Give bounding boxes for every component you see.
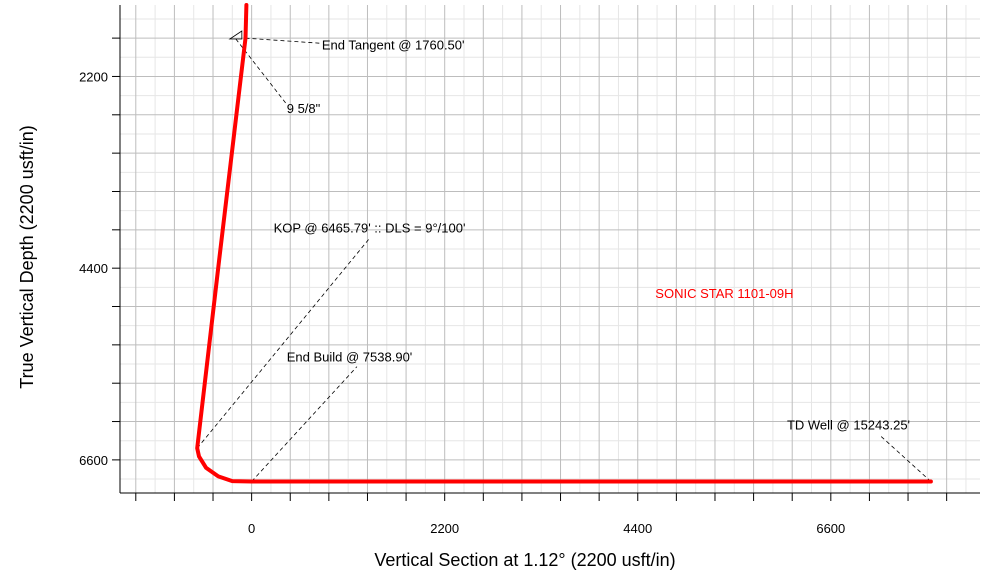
y-axis-title: True Vertical Depth (2200 usft/in) bbox=[17, 125, 37, 388]
series-group bbox=[195, 3, 933, 484]
casing-marker bbox=[228, 30, 243, 40]
annotation-leader bbox=[878, 434, 932, 482]
labels-group: End Tangent @ 1760.50' 9 5/8" KOP @ 6465.7… bbox=[274, 37, 910, 432]
annotation-label: 9 5/8" bbox=[287, 101, 321, 116]
annotation-label: End Tangent @ 1760.50' bbox=[322, 37, 465, 52]
major-gridlines bbox=[120, 5, 980, 493]
annotation-label: End Build @ 7538.90' bbox=[287, 349, 413, 364]
x-tick-label: 4400 bbox=[623, 521, 652, 536]
annotation-leader bbox=[251, 366, 358, 482]
annotation-label: KOP @ 6465.79' :: DLS = 9°/100' bbox=[274, 220, 466, 235]
well-path-line bbox=[195, 3, 933, 484]
annotation-label: TD Well @ 15243.25' bbox=[787, 417, 910, 432]
y-tick-label: 4400 bbox=[79, 261, 108, 276]
y-tick-label: 6600 bbox=[79, 453, 108, 468]
axes: 0 2200 4400 6600 2200 4400 6600 bbox=[79, 5, 980, 536]
y-tick-label: 2200 bbox=[79, 69, 108, 84]
x-tick-label: 0 bbox=[248, 521, 255, 536]
annotation-leader bbox=[245, 37, 322, 44]
x-tick-label: 6600 bbox=[816, 521, 845, 536]
x-axis-title: Vertical Section at 1.12° (2200 usft/in) bbox=[374, 550, 675, 570]
annotation-leaders bbox=[196, 30, 932, 482]
annotation-leader bbox=[196, 237, 371, 449]
well-name-label: SONIC STAR 1101-09H bbox=[655, 286, 793, 301]
minor-gridlines bbox=[120, 5, 980, 493]
x-tick-label: 2200 bbox=[430, 521, 459, 536]
